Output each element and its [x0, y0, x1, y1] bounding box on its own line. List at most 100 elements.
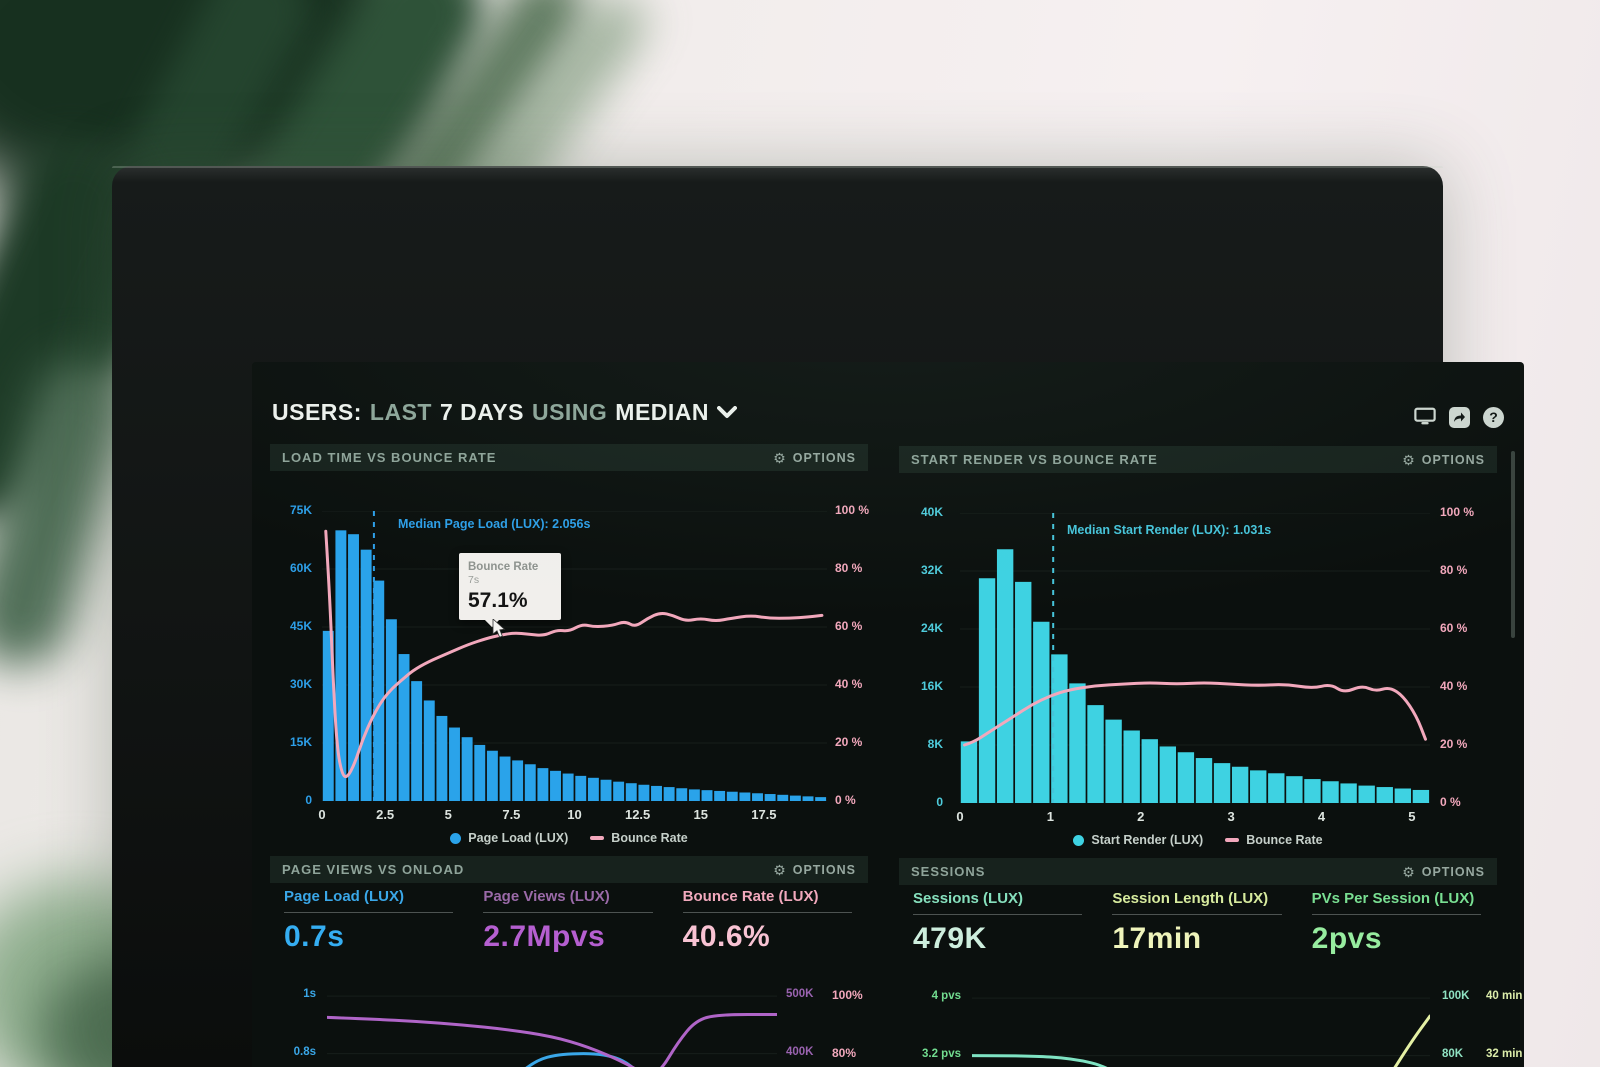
laptop: MacBook Pro USERS: LAST 7 DAYS USING MED…: [112, 166, 1524, 1067]
scrollbar-thumb[interactable]: [1511, 451, 1515, 638]
axis-tick-label: 60 %: [1440, 621, 1468, 635]
panel-header: START RENDER VS BOUNCE RATE ⚙ OPTIONS: [899, 446, 1497, 473]
axis-tick-label: 60 %: [835, 619, 863, 633]
title-7days: 7 DAYS: [439, 398, 524, 425]
axis-tick-label: 30K: [289, 677, 312, 691]
x-axis-tick-label: 3: [1227, 809, 1235, 824]
legend-item: Start Render (LUX): [1073, 833, 1203, 847]
panel-header: PAGE VIEWS VS ONLOAD ⚙ OPTIONS: [270, 856, 868, 883]
axis-tick-label: 40 %: [835, 677, 863, 691]
y-axis-left: 40K 32K 24K 16K 8K 0: [899, 505, 947, 809]
legend-marker: [1073, 834, 1085, 846]
axis-tick-label: 40 %: [1440, 679, 1468, 693]
x-axis-tick-label: 0: [318, 807, 326, 822]
display-icon[interactable]: [1414, 406, 1436, 428]
x-axis-tick-label: 2.5: [376, 807, 395, 822]
median-annotation: Median Page Load (LUX): 2.056s: [398, 517, 591, 531]
options-button[interactable]: ⚙ OPTIONS: [1402, 451, 1485, 468]
title-using: USING: [531, 398, 608, 425]
panel-start-render-vs-bounce-rate: START RENDER VS BOUNCE RATE ⚙ OPTIONS 40…: [899, 446, 1497, 847]
metrics-row: Page Load (LUX) 0.7s Page Views (LUX) 2.…: [270, 888, 868, 954]
legend-marker: [450, 832, 462, 844]
options-button[interactable]: ⚙ OPTIONS: [773, 449, 856, 466]
axis-tick-label: 24K: [920, 621, 943, 635]
x-axis: 0 1 2 3 4 5: [956, 809, 1430, 827]
x-axis-tick-label: 5: [1408, 809, 1416, 824]
panel-page-views-vs-onload: PAGE VIEWS VS ONLOAD ⚙ OPTIONS Page Load…: [270, 856, 868, 1067]
users-period-dropdown[interactable]: USERS: LAST 7 DAYS USING MEDIAN: [272, 396, 738, 428]
axis-tick-label: 80 %: [835, 561, 863, 575]
median-annotation: Median Start Render (LUX): 1.031s: [1067, 523, 1272, 537]
help-icon[interactable]: ?: [1483, 406, 1504, 428]
x-axis-tick-label: 12.5: [624, 807, 651, 822]
axis-tick-label: 8K: [927, 737, 943, 751]
panel-load-time-vs-bounce-rate: LOAD TIME VS BOUNCE RATE ⚙ OPTIONS 75K 60…: [270, 444, 869, 845]
gear-icon: ⚙: [1402, 863, 1416, 880]
x-axis-tick-label: 7.5: [502, 807, 521, 822]
share-icon[interactable]: [1449, 406, 1470, 428]
options-button[interactable]: ⚙ OPTIONS: [1402, 863, 1485, 880]
page-views-line-chart[interactable]: [327, 988, 777, 1067]
y-axis-right: 100 % 80 % 60 % 40 % 20 % 0 %: [1436, 505, 1486, 809]
header-icons: ?: [1414, 406, 1504, 428]
x-axis: 0 2.5 5 7.5 10 12.5 15 17.5: [318, 807, 827, 825]
axis-tick-label: 80K: [1442, 1047, 1464, 1060]
panel-sessions: SESSIONS ⚙ OPTIONS Sessions (LUX) 479K S…: [899, 858, 1522, 1067]
axis-tick-label: 0.8s: [293, 1045, 316, 1058]
title-last: LAST: [369, 398, 432, 425]
options-button[interactable]: ⚙ OPTIONS: [773, 861, 856, 878]
axis-tick-label: 80%: [832, 1045, 857, 1060]
legend-item: Bounce Rate: [1225, 833, 1323, 847]
metric-value: 40.6%: [682, 920, 771, 953]
y-axis-right: 100 % 80 % 60 % 40 % 20 % 0 %: [831, 503, 877, 807]
start-render-histogram[interactable]: [960, 513, 1430, 803]
axis-tick-label: 20 %: [1440, 737, 1468, 751]
panel-header: LOAD TIME VS BOUNCE RATE ⚙ OPTIONS: [270, 444, 868, 471]
axis-tick-label: 75K: [289, 503, 312, 517]
axis-tick-label: 100 %: [835, 503, 870, 517]
metric-label: PVs Per Session (LUX): [1311, 890, 1481, 915]
axis-tick-label: 4 pvs: [931, 990, 961, 1003]
axis-tick-label: 15K: [289, 735, 312, 749]
gear-icon: ⚙: [1402, 451, 1416, 468]
sessions-line-chart[interactable]: [972, 990, 1430, 1067]
tooltip: Bounce Rate 7s 57.1%: [459, 553, 561, 628]
panel-title: SESSIONS: [911, 864, 986, 879]
metric-value: 2.7Mpvs: [483, 920, 606, 953]
x-axis-tick-label: 15: [693, 807, 708, 822]
axis-tick-label: 32 min: [1486, 1047, 1523, 1060]
y-axis-left: 75K 60K 45K 30K 15K 0: [270, 503, 316, 807]
metric-label: Bounce Rate (LUX): [682, 888, 852, 913]
metric-bounce-rate: Bounce Rate (LUX) 40.6%: [669, 888, 868, 954]
metric-value: 479K: [913, 922, 987, 955]
axis-tick-label: 1s: [303, 988, 316, 1001]
legend-item: Bounce Rate: [590, 831, 688, 845]
mouse-cursor: [492, 618, 506, 644]
axis-tick-label: 20 %: [835, 735, 863, 749]
axis-tick-label: 0 %: [835, 793, 856, 807]
chevron-down-icon: [717, 405, 738, 419]
metric-label: Page Load (LUX): [284, 888, 454, 913]
tooltip-time: 7s: [468, 574, 480, 586]
axis-tick-label: 0: [305, 793, 312, 807]
metric-label: Page Views (LUX): [483, 888, 653, 913]
x-axis-tick-label: 4: [1317, 809, 1326, 824]
metrics-row: Sessions (LUX) 479K Session Length (LUX)…: [899, 890, 1497, 956]
axis-tick-label: 80 %: [1440, 563, 1468, 577]
title-median: MEDIAN: [615, 398, 710, 425]
load-time-histogram[interactable]: [322, 511, 827, 801]
axis-tick-label: 400K: [786, 1045, 814, 1058]
axis-tick-label: 100K: [1442, 990, 1470, 1003]
panel-title: LOAD TIME VS BOUNCE RATE: [282, 450, 497, 465]
axis-tick-label: 0 %: [1440, 795, 1461, 809]
panel-header: SESSIONS ⚙ OPTIONS: [899, 858, 1497, 885]
axis-tick-label: 500K: [786, 988, 814, 1001]
legend-item: Page Load (LUX): [450, 831, 568, 845]
x-axis-tick-label: 17.5: [751, 807, 777, 822]
metric-value: 0.7s: [284, 920, 345, 953]
y-axis-right-pageviews: 500K400K300K200K: [782, 988, 826, 1067]
chart-legend: Start Render (LUX) Bounce Rate: [899, 833, 1497, 847]
